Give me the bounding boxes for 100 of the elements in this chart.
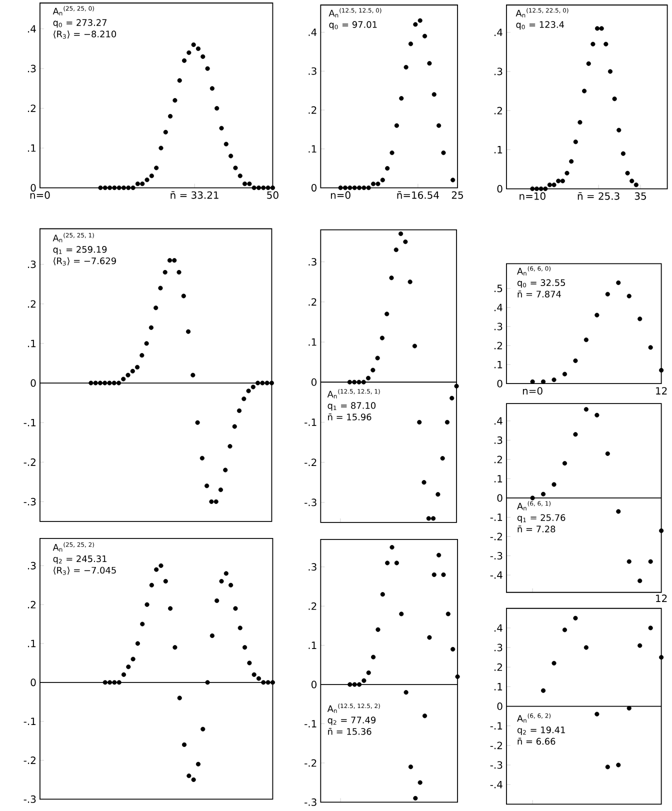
point <box>616 128 622 132</box>
point <box>616 280 621 286</box>
point <box>181 294 186 298</box>
point <box>590 42 596 46</box>
point <box>412 344 417 348</box>
y-tick-label: .3 <box>28 64 36 72</box>
annotation: q$_{2}$ = 245.31 <box>53 555 106 564</box>
point <box>594 26 600 31</box>
point <box>418 18 422 23</box>
point <box>616 509 621 514</box>
y-tick-label: -.1 <box>490 514 502 521</box>
y-tick-label: -.2 <box>304 458 316 466</box>
point <box>573 616 578 620</box>
annotation: q$_{2}$ = 77.49 <box>328 716 376 726</box>
point <box>352 380 356 384</box>
point <box>120 376 126 382</box>
point <box>366 376 370 380</box>
y-tick-label: .3 <box>494 68 502 76</box>
point <box>605 451 610 456</box>
point <box>418 780 422 785</box>
y-tick-label: 0 <box>497 702 502 710</box>
point <box>573 432 578 437</box>
y-tick-label: 0 <box>311 378 316 386</box>
y-tick-label: -.3 <box>24 498 36 506</box>
point <box>135 182 140 186</box>
point <box>135 641 140 646</box>
x-tick-label: n=0 <box>30 191 50 199</box>
point <box>191 42 196 48</box>
y-tick-label: -.2 <box>490 742 502 750</box>
point <box>256 676 261 681</box>
point <box>594 412 600 418</box>
point <box>404 64 408 70</box>
point <box>219 126 224 130</box>
point <box>444 420 450 425</box>
x-tick-label: n̄ = 25.3 <box>578 192 620 200</box>
point <box>384 312 390 316</box>
point <box>370 182 376 186</box>
point <box>436 492 440 497</box>
point <box>584 338 588 342</box>
x-tick-label: n=0 <box>522 387 542 395</box>
annotation: q$_{1}$ = 87.10 <box>328 402 376 411</box>
point <box>139 353 144 358</box>
y-tick-label: .3 <box>494 322 502 330</box>
point <box>228 154 233 158</box>
y-tick-label: -.3 <box>304 498 316 506</box>
point <box>394 560 399 566</box>
point <box>88 380 94 386</box>
point <box>224 142 228 146</box>
y-tick-label: .1 <box>308 145 316 153</box>
point <box>270 680 275 685</box>
point <box>172 258 177 263</box>
point <box>454 384 459 388</box>
point <box>366 670 371 676</box>
point <box>228 582 233 588</box>
point <box>432 92 436 97</box>
point <box>416 420 422 425</box>
point <box>191 777 196 782</box>
point <box>376 627 380 632</box>
point <box>238 174 242 178</box>
point <box>204 484 209 488</box>
x-tick-label: n=10 <box>520 192 546 200</box>
point <box>121 186 126 190</box>
point <box>436 552 441 558</box>
point <box>562 461 567 466</box>
point <box>228 444 232 449</box>
y-tick-label: .4 <box>28 25 36 32</box>
y-tick-label: .1 <box>308 642 316 649</box>
point <box>205 680 210 685</box>
point <box>530 186 535 192</box>
y-tick-label: 0 <box>497 380 502 388</box>
annotation: n̄ = 6.66 <box>518 738 556 745</box>
point <box>260 186 266 190</box>
point <box>130 656 136 662</box>
point <box>163 578 168 584</box>
point <box>252 672 256 677</box>
point <box>154 166 158 170</box>
point <box>412 22 418 27</box>
point <box>352 682 357 687</box>
point <box>362 678 366 683</box>
point <box>578 120 582 125</box>
y-tick-label: .3 <box>28 562 36 570</box>
point <box>540 492 546 496</box>
point <box>390 150 394 156</box>
point <box>394 123 399 128</box>
point <box>196 46 200 51</box>
point <box>625 170 630 176</box>
y-tick-label: .2 <box>308 298 316 306</box>
point <box>450 646 456 652</box>
point <box>449 396 454 400</box>
point <box>375 356 380 360</box>
point <box>634 182 638 188</box>
point <box>177 78 182 83</box>
point <box>658 528 664 534</box>
point <box>158 286 163 290</box>
point <box>260 380 265 386</box>
point <box>107 680 112 685</box>
y-tick-label: -.1 <box>490 722 502 730</box>
y-tick-label: -.2 <box>24 458 36 466</box>
point <box>390 544 394 550</box>
point <box>648 626 653 630</box>
